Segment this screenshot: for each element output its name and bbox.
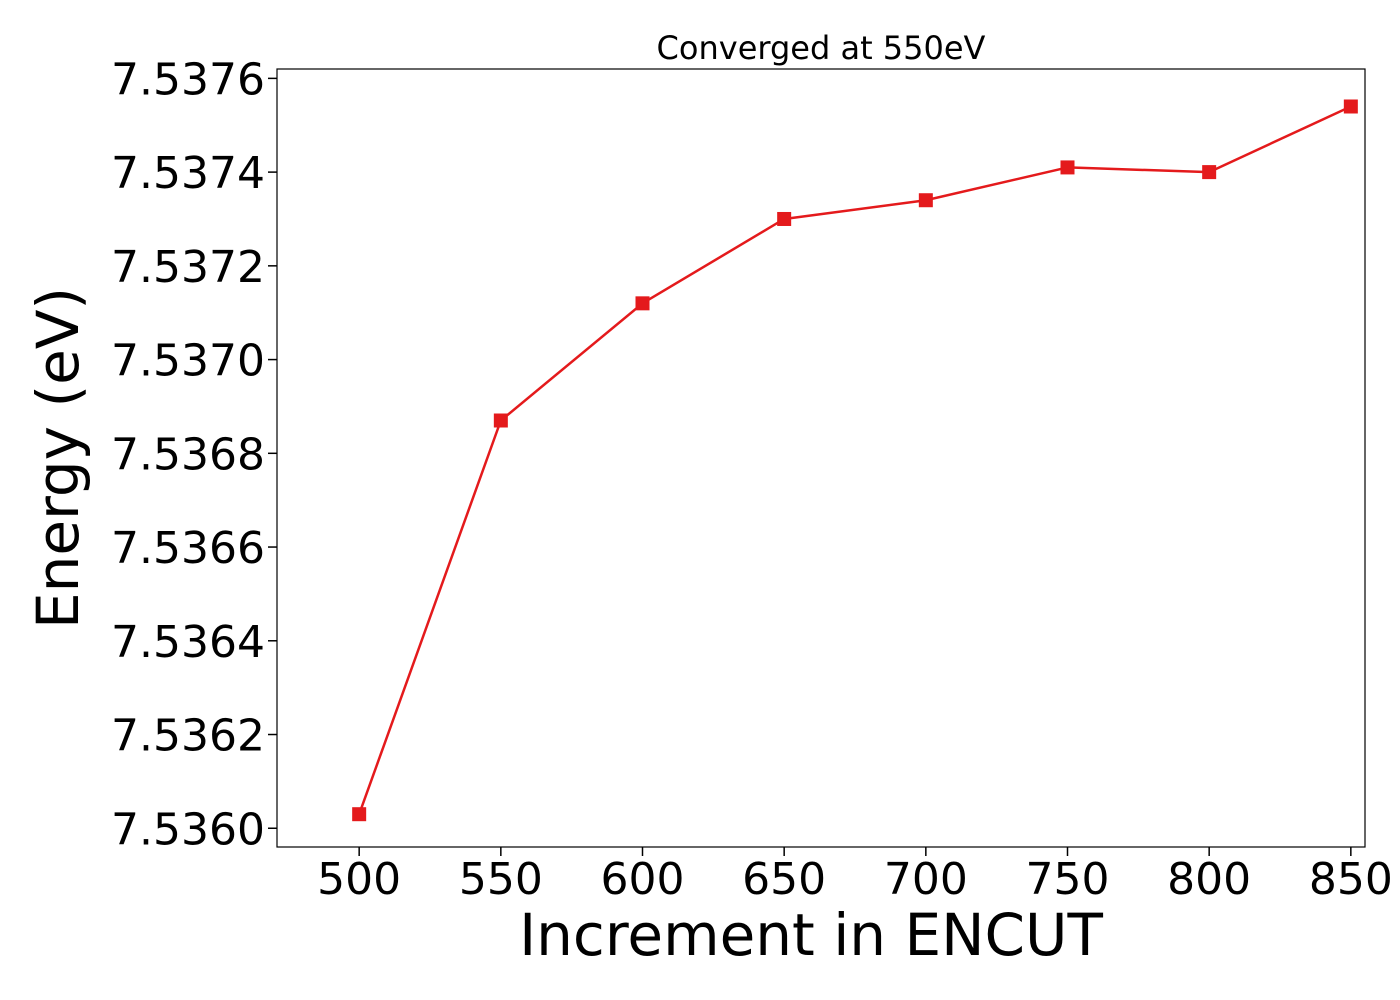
data-point-marker [777,211,792,226]
x-axis-title: Increment in ENCUT [519,901,1103,969]
y-tick-label: 7.5374 [111,148,265,199]
y-tick-label: 7.5360 [111,804,265,855]
data-point-marker [1060,160,1075,175]
y-tick-label: 7.5370 [111,336,265,387]
y-tick-label: 7.5362 [111,711,265,762]
data-point-marker [1202,165,1217,180]
plot-area [276,68,1366,848]
y-tick-label: 7.5372 [111,242,265,293]
y-tick-label: 7.5366 [111,523,265,574]
x-axis: 500 550 600 650 700 750 800 850 [317,847,1393,905]
x-tick-label: 500 [317,854,401,905]
x-tick-label: 700 [884,854,968,905]
x-tick-label: 750 [1026,854,1110,905]
y-axis-title: Energy (eV) [24,287,92,629]
y-tick-label: 7.5376 [111,54,265,105]
x-tick-label: 850 [1309,854,1393,905]
data-point-marker [352,807,367,822]
x-tick-label: 650 [742,854,826,905]
data-point-marker [493,413,508,428]
x-tick-label: 550 [459,854,543,905]
x-tick-label: 600 [601,854,685,905]
data-point-marker [918,193,933,208]
y-tick-label: 7.5364 [111,617,265,668]
data-point-marker [635,296,650,311]
data-point-marker [1343,99,1358,114]
series-line [357,105,1352,815]
x-tick-label: 800 [1167,854,1251,905]
y-axis: 7.5360 7.5362 7.5364 7.5366 7.5368 7.5370 7.53… [111,54,277,855]
series-layer [352,99,1358,822]
chart-title: Converged at 550eV [657,29,986,67]
y-tick-label: 7.5368 [111,429,265,480]
